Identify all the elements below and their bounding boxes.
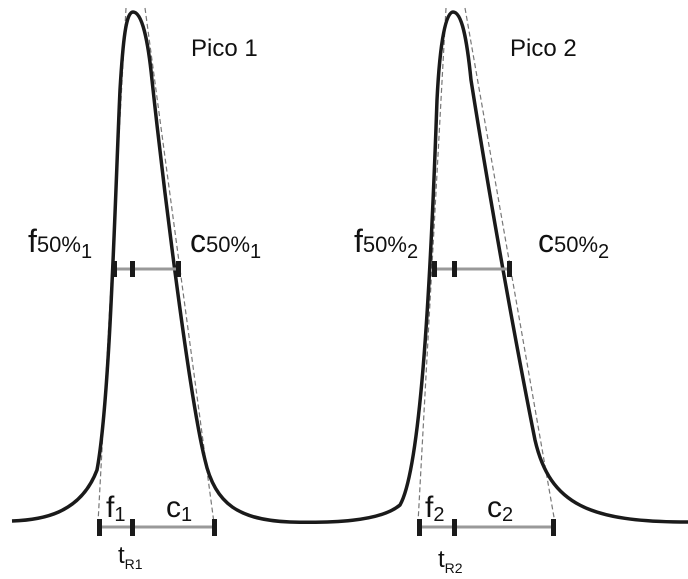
half-width-peak-2 <box>432 261 512 277</box>
base-tick-center-1 <box>130 519 135 536</box>
half-tick-tail-1 <box>176 261 181 277</box>
chromatogram-curve <box>11 10 688 525</box>
tail-base-label-2: c2 <box>487 491 513 526</box>
base-tick-front-1 <box>97 519 102 536</box>
half-tick-front-1 <box>112 261 117 277</box>
base-tick-tail-2 <box>551 519 556 536</box>
front-50-label-2: f50%2 <box>354 223 418 263</box>
front-base-label-1: f1 <box>106 491 125 526</box>
half-tick-front-2 <box>432 261 437 277</box>
front-50-label-1: f50%1 <box>28 223 92 263</box>
half-tick-center-1 <box>130 261 135 277</box>
peak-title-2: Pico 2 <box>510 35 577 62</box>
half-width-peak-1 <box>112 261 181 277</box>
front-base-label-2: f2 <box>425 491 444 526</box>
peak-title-1: Pico 1 <box>191 35 258 62</box>
retention-label-1: tR1 <box>118 542 143 572</box>
base-tick-center-2 <box>452 519 457 536</box>
half-tick-tail-2 <box>507 261 512 277</box>
base-tick-tail-1 <box>212 519 217 536</box>
half-tick-center-2 <box>452 261 457 277</box>
tail-base-label-1: c1 <box>166 491 192 526</box>
tail-50-label-1: c50%1 <box>190 223 261 263</box>
tail-tangent-2 <box>464 7 556 524</box>
base-tick-front-2 <box>417 519 422 536</box>
base-width-peak-2 <box>417 519 556 536</box>
retention-label-2: tR2 <box>438 546 463 576</box>
tail-50-label-2: c50%2 <box>538 223 609 263</box>
base-width-peak-1 <box>97 519 217 536</box>
